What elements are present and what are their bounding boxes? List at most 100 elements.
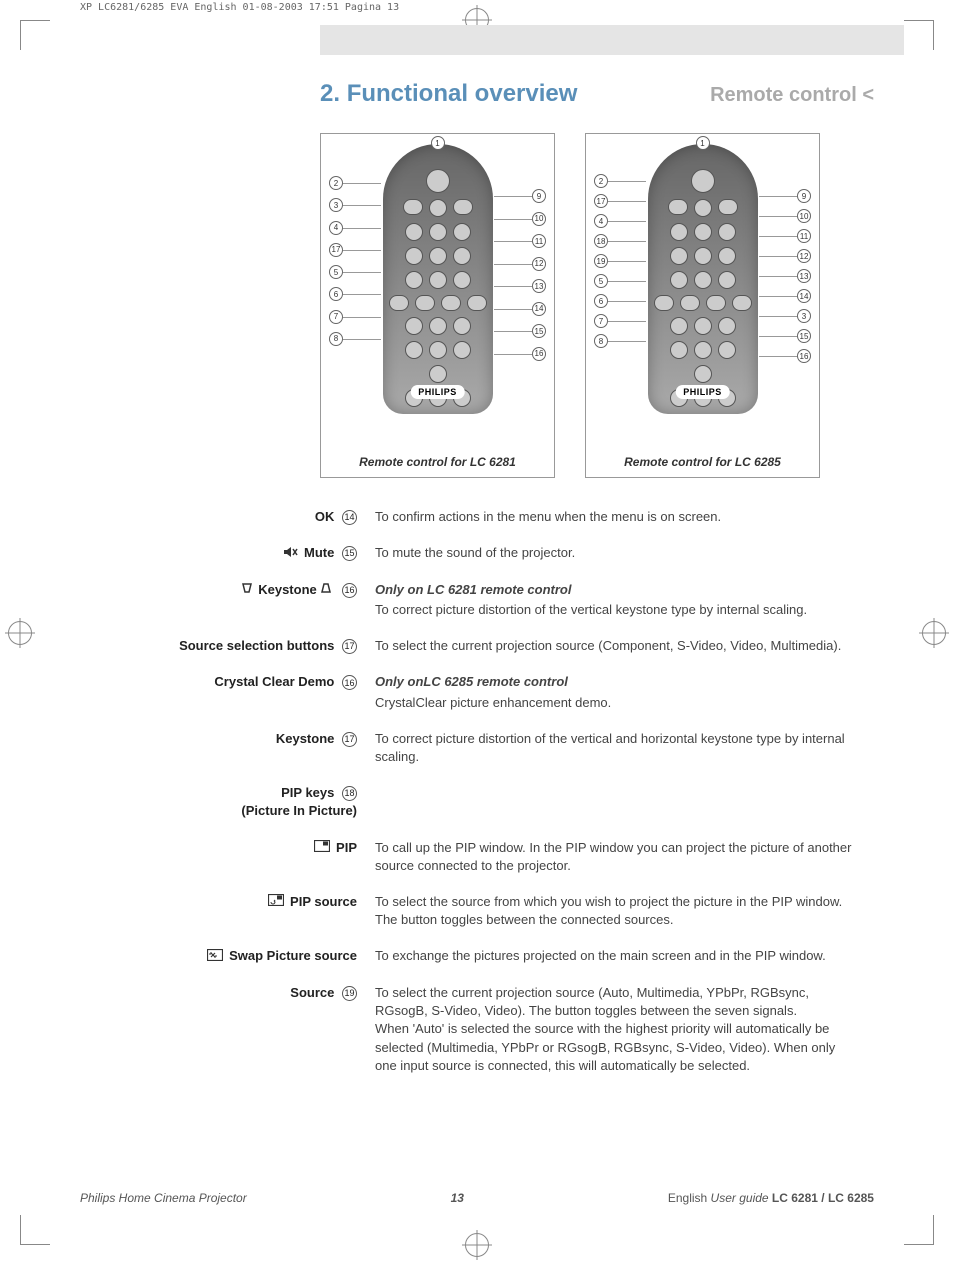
callout-line (494, 241, 532, 242)
definition-number: 16 (342, 675, 357, 690)
crop-mark (20, 20, 50, 50)
remote-button (453, 271, 471, 289)
remote-button (718, 247, 736, 265)
section-number: 2. (320, 80, 340, 107)
callout-number: 5 (329, 265, 343, 279)
remote-button (429, 247, 447, 265)
callout-number: 14 (797, 289, 811, 303)
callout-line (494, 219, 532, 220)
page-footer: Philips Home Cinema Projector 13 English… (80, 1191, 874, 1205)
definition-row: Crystal Clear Demo 16Only onLC 6285 remo… (80, 673, 874, 711)
remote-button (415, 295, 435, 311)
definition-label: Keystone 16 (80, 581, 375, 619)
remote-button (694, 271, 712, 289)
registration-mark (922, 621, 946, 645)
definition-row: Source 19To select the current projectio… (80, 984, 874, 1075)
callout-number: 3 (329, 198, 343, 212)
definition-description: To select the current projection source … (375, 984, 874, 1075)
remote-brand-label: PHILIPS (410, 385, 465, 399)
definition-label: Keystone 17 (80, 730, 375, 766)
callout-line (608, 241, 646, 242)
remote-button (429, 341, 447, 359)
callout-line (608, 181, 646, 182)
definition-number: 19 (342, 986, 357, 1001)
remote-button (694, 365, 712, 383)
remote-button (441, 295, 461, 311)
callout-number: 17 (329, 243, 343, 257)
remote-button (680, 295, 700, 311)
callout-line (759, 216, 797, 217)
registration-mark (465, 1233, 489, 1257)
callout-line (494, 354, 532, 355)
remote-button (467, 295, 487, 311)
callout-line (343, 183, 381, 184)
remote-button (429, 223, 447, 241)
callout-number: 9 (532, 189, 546, 203)
remote-button (405, 317, 423, 335)
callout-number: 4 (329, 221, 343, 235)
definition-row: Keystone 17To correct picture distortion… (80, 730, 874, 766)
remote-button-grid (658, 169, 748, 407)
definition-row: PIP keys 18(Picture In Picture) (80, 784, 874, 820)
remote-button (453, 199, 473, 215)
callout-number: 9 (797, 189, 811, 203)
footer-lang: English (668, 1191, 707, 1205)
definition-label: Crystal Clear Demo 16 (80, 673, 375, 711)
remote-caption: Remote control for LC 6285 (624, 447, 781, 477)
remote-button (718, 223, 736, 241)
callout-number: 10 (797, 209, 811, 223)
remote-diagrams: PHILIPS1234175678910111213141516Remote c… (320, 133, 874, 478)
callout-line (494, 286, 532, 287)
definition-subtitle: Only onLC 6285 remote control (375, 673, 854, 691)
definition-row: OK 14To confirm actions in the menu when… (80, 508, 874, 526)
callout-line (343, 272, 381, 273)
definition-row: Source selection buttons 17To select the… (80, 637, 874, 655)
definition-description: Only onLC 6285 remote controlCrystalClea… (375, 673, 874, 711)
footer-right: English User guide LC 6281 / LC 6285 (668, 1191, 874, 1205)
remote-button (718, 199, 738, 215)
definition-number: 14 (342, 510, 357, 525)
callout-line (759, 356, 797, 357)
remote-button (405, 341, 423, 359)
remote-button (718, 341, 736, 359)
definition-description: To select the source from which you wish… (375, 893, 874, 929)
definition-description (375, 784, 874, 820)
footer-model: LC 6281 / LC 6285 (772, 1191, 874, 1205)
callout-line (494, 309, 532, 310)
remote-diagram: PHILIPS12174181956789101112131431516Remo… (585, 133, 820, 478)
crop-mark (904, 1215, 934, 1245)
registration-mark (8, 621, 32, 645)
remote-button (429, 199, 447, 217)
remote-diagram: PHILIPS1234175678910111213141516Remote c… (320, 133, 555, 478)
remote-caption: Remote control for LC 6281 (359, 447, 516, 477)
callout-line (759, 256, 797, 257)
remote-button (405, 271, 423, 289)
definition-row: Mute 15To mute the sound of the projecto… (80, 544, 874, 563)
crop-mark (20, 1215, 50, 1245)
section-title: 2. Functional overview (320, 80, 577, 108)
remote-button (691, 169, 715, 193)
definition-label: Source 19 (80, 984, 375, 1075)
callout-line (759, 296, 797, 297)
remote-button (453, 247, 471, 265)
remote-button (670, 223, 688, 241)
remote-button (654, 295, 674, 311)
definition-number: 18 (342, 786, 357, 801)
footer-page-number: 13 (451, 1191, 464, 1205)
callout-line (494, 196, 532, 197)
callout-number: 3 (797, 309, 811, 323)
remote-button (453, 317, 471, 335)
callout-number: 2 (594, 174, 608, 188)
remote-body: PHILIPS (648, 144, 758, 414)
callout-line (608, 281, 646, 282)
callout-number: 14 (532, 302, 546, 316)
definition-number: 15 (342, 546, 357, 561)
remote-button (694, 199, 712, 217)
callout-number: 16 (532, 347, 546, 361)
callout-number: 1 (696, 136, 710, 150)
callout-number: 5 (594, 274, 608, 288)
callout-line (343, 339, 381, 340)
callout-number: 11 (532, 234, 546, 248)
definition-subtitle: Only on LC 6281 remote control (375, 581, 854, 599)
remote-button (429, 271, 447, 289)
